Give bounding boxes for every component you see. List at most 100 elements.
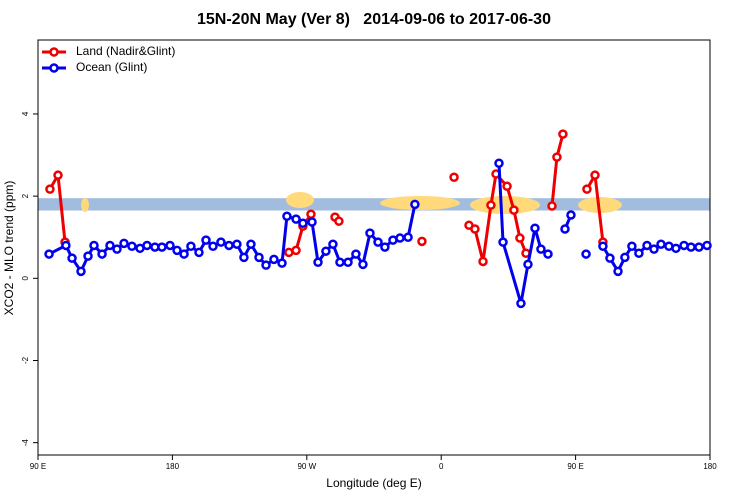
data-point bbox=[307, 217, 317, 227]
data-point bbox=[186, 241, 196, 252]
data-point bbox=[552, 152, 562, 162]
data-point bbox=[61, 240, 71, 251]
data-point bbox=[165, 240, 175, 251]
data-point bbox=[358, 259, 368, 270]
data-point bbox=[627, 241, 637, 252]
data-point bbox=[89, 240, 99, 251]
data-point bbox=[328, 239, 338, 249]
data-point bbox=[119, 238, 129, 249]
data-point bbox=[566, 210, 576, 220]
data-point bbox=[335, 257, 345, 268]
data-point bbox=[351, 249, 361, 259]
data-point bbox=[321, 246, 331, 256]
data-point bbox=[298, 218, 308, 229]
data-point bbox=[543, 249, 553, 259]
data-point bbox=[127, 241, 137, 252]
x-tick-label: 180 bbox=[166, 462, 180, 471]
data-point bbox=[45, 184, 55, 194]
data-point bbox=[261, 260, 271, 270]
data-point bbox=[105, 240, 115, 251]
data-point bbox=[239, 252, 249, 263]
data-point bbox=[516, 298, 526, 309]
y-tick-label: 4 bbox=[21, 111, 30, 116]
data-point bbox=[269, 254, 279, 265]
band-layer bbox=[38, 198, 710, 211]
y-tick-label: -4 bbox=[21, 439, 30, 447]
data-point bbox=[686, 242, 696, 252]
y-tick-label: -2 bbox=[21, 356, 30, 364]
y-tick-label: 0 bbox=[21, 276, 30, 281]
data-point bbox=[157, 242, 167, 252]
data-point bbox=[582, 184, 592, 194]
data-point bbox=[246, 239, 256, 249]
data-point bbox=[291, 245, 301, 256]
data-point bbox=[142, 240, 152, 251]
data-point bbox=[620, 252, 630, 263]
data-point bbox=[216, 237, 226, 247]
data-point bbox=[605, 253, 615, 263]
data-point bbox=[343, 257, 353, 268]
data-point bbox=[530, 223, 540, 233]
data-point bbox=[291, 214, 301, 224]
chart-title: 15N-20N May (Ver 8) 2014-09-06 to 2017-0… bbox=[197, 11, 551, 28]
data-point bbox=[417, 236, 427, 247]
data-point bbox=[395, 233, 405, 243]
data-point bbox=[179, 249, 189, 259]
data-point bbox=[365, 228, 375, 238]
data-point bbox=[694, 242, 704, 252]
y-axis-label: XCO2 - MLO trend (ppm) bbox=[2, 181, 16, 316]
data-point bbox=[282, 211, 292, 222]
data-point bbox=[547, 201, 557, 211]
data-point bbox=[478, 256, 488, 267]
legend-label: Ocean (Glint) bbox=[76, 60, 147, 74]
data-point bbox=[403, 232, 413, 242]
data-point bbox=[498, 237, 508, 247]
x-tick-label: 90 W bbox=[297, 462, 316, 471]
series-line bbox=[550, 133, 565, 207]
data-point bbox=[509, 205, 519, 215]
series-line bbox=[468, 170, 528, 262]
data-point bbox=[486, 200, 496, 210]
data-point bbox=[702, 240, 712, 251]
legend-label: Land (Nadir&Glint) bbox=[76, 44, 175, 58]
data-point bbox=[254, 252, 264, 263]
data-point bbox=[502, 181, 512, 192]
data-point bbox=[449, 172, 459, 182]
data-point bbox=[313, 257, 323, 268]
data-point bbox=[536, 244, 546, 254]
data-point bbox=[53, 170, 63, 180]
data-point bbox=[172, 245, 182, 256]
data-point bbox=[277, 258, 287, 268]
data-point bbox=[306, 209, 316, 219]
data-point bbox=[558, 129, 568, 139]
data-point bbox=[581, 249, 591, 259]
data-point bbox=[380, 242, 390, 252]
data-point bbox=[613, 266, 623, 277]
x-tick-label: 180 bbox=[703, 462, 717, 471]
data-point bbox=[232, 239, 242, 249]
data-point bbox=[83, 251, 93, 261]
data-point bbox=[515, 233, 525, 243]
data-point bbox=[224, 240, 234, 251]
data-point bbox=[410, 199, 420, 210]
data-point bbox=[208, 241, 218, 252]
data-point bbox=[373, 237, 383, 247]
data-point bbox=[112, 244, 122, 254]
x-tick-label: 0 bbox=[439, 462, 444, 471]
data-point bbox=[642, 240, 652, 251]
x-tick-label: 90 E bbox=[567, 462, 583, 471]
data-point bbox=[44, 249, 54, 259]
data-point bbox=[334, 216, 344, 226]
data-point bbox=[494, 158, 504, 169]
data-point bbox=[97, 249, 107, 259]
data-point bbox=[590, 170, 600, 180]
data-point bbox=[598, 241, 608, 252]
data-point bbox=[560, 224, 570, 234]
reference-band bbox=[38, 198, 710, 211]
data-point bbox=[671, 243, 681, 254]
data-point bbox=[634, 248, 644, 259]
data-point bbox=[656, 239, 666, 249]
data-point bbox=[523, 259, 533, 270]
data-point bbox=[201, 235, 211, 245]
